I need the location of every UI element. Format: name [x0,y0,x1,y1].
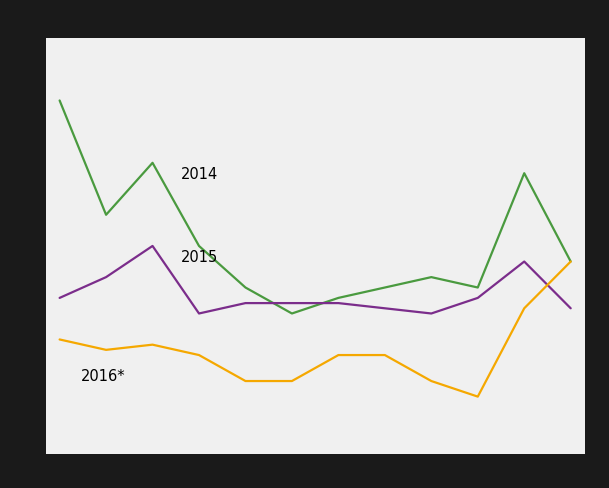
Text: 2015: 2015 [180,249,217,264]
Text: 2014: 2014 [180,166,217,182]
Text: 2016*: 2016* [80,368,125,384]
